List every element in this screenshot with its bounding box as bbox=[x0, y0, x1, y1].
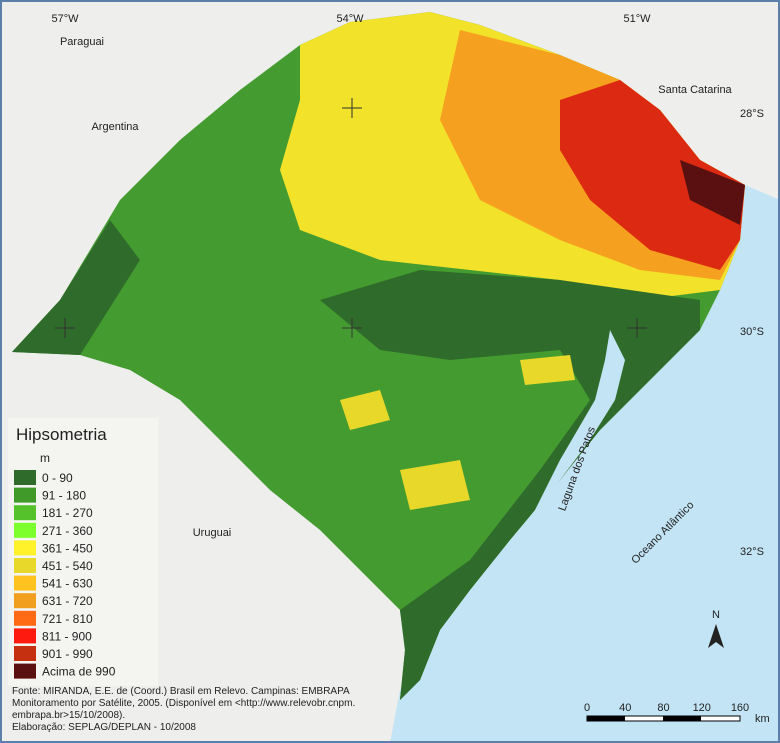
scale-unit: km bbox=[755, 713, 770, 725]
scale-bar-segment bbox=[663, 716, 701, 721]
scale-tick-label: 120 bbox=[693, 702, 711, 714]
legend-swatch bbox=[14, 575, 36, 591]
scale-tick-label: 40 bbox=[619, 702, 631, 714]
place-label: Paraguai bbox=[60, 36, 104, 48]
legend-label: 0 - 90 bbox=[42, 471, 73, 485]
legend-swatch bbox=[14, 663, 36, 679]
scale-tick-label: 0 bbox=[584, 702, 590, 714]
source-line: embrapa.br>15/10/2008). bbox=[12, 710, 125, 721]
legend-label: 811 - 900 bbox=[42, 629, 92, 643]
longitude-label: 51°W bbox=[623, 13, 651, 25]
legend-label: 631 - 720 bbox=[42, 594, 93, 608]
legend-swatch bbox=[14, 487, 36, 503]
legend-swatch bbox=[14, 522, 36, 538]
relief-hills bbox=[340, 355, 575, 510]
source-line: Monitoramento por Satélite, 2005. (Dispo… bbox=[12, 698, 355, 709]
place-label: Argentina bbox=[91, 121, 139, 133]
source-line: Elaboração: SEPLAG/DEPLAN - 10/2008 bbox=[12, 722, 196, 733]
legend-label: 901 - 990 bbox=[42, 647, 93, 661]
place-label: Uruguai bbox=[193, 527, 232, 539]
legend-label: 541 - 630 bbox=[42, 577, 93, 591]
legend-title: Hipsometria bbox=[16, 425, 107, 444]
scale-tick-label: 160 bbox=[731, 702, 749, 714]
legend-label: 91 - 180 bbox=[42, 489, 86, 503]
legend-swatch bbox=[14, 593, 36, 609]
legend-swatch bbox=[14, 558, 36, 573]
longitude-label: 57°W bbox=[51, 13, 79, 25]
longitude-label: 54°W bbox=[336, 13, 364, 25]
relief-highest bbox=[680, 160, 745, 225]
scale-bar-segment bbox=[587, 716, 625, 721]
legend-label: 361 - 450 bbox=[42, 541, 93, 555]
latitude-label: 30°S bbox=[740, 326, 764, 338]
legend-label: 271 - 360 bbox=[42, 524, 93, 538]
latitude-label: 32°S bbox=[740, 546, 764, 558]
legend-swatch bbox=[14, 646, 36, 661]
source-line: Fonte: MIRANDA, E.E. de (Coord.) Brasil … bbox=[12, 686, 350, 697]
north-arrow bbox=[708, 624, 724, 648]
north-label: N bbox=[712, 609, 720, 621]
scale-tick-label: 80 bbox=[657, 702, 669, 714]
legend-label: 721 - 810 bbox=[42, 612, 93, 626]
legend-swatch bbox=[14, 540, 36, 556]
legend-swatch bbox=[14, 470, 36, 485]
legend-swatch bbox=[14, 628, 36, 644]
legend-label: 181 - 270 bbox=[42, 506, 93, 520]
legend-label: 451 - 540 bbox=[42, 559, 93, 573]
latitude-label: 28°S bbox=[740, 108, 764, 120]
legend-unit: m bbox=[40, 451, 50, 465]
relief-west bbox=[12, 220, 140, 355]
place-label: Santa Catarina bbox=[658, 84, 732, 96]
legend-swatch bbox=[14, 505, 36, 521]
legend-swatch bbox=[14, 610, 36, 626]
sea bbox=[390, 185, 780, 743]
legend-label: Acima de 990 bbox=[42, 665, 116, 679]
relief-higher bbox=[560, 80, 745, 270]
lagoon bbox=[520, 330, 625, 545]
